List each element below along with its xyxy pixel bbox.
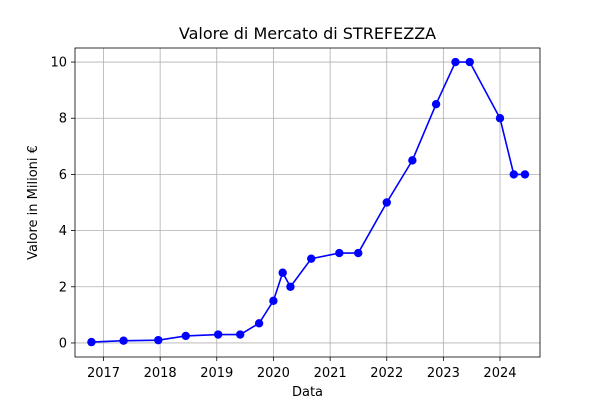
data-point-marker [382,198,391,207]
data-point-marker [286,282,295,291]
x-tick-label: 2018 [144,366,177,381]
x-tick-label: 2022 [370,366,403,381]
x-axis-label: Data [292,385,323,400]
axis-ticks: 2017 2018 2019 2020 2021 2022 2023 2024 0 2 4 6 8 10 [50,56,516,381]
data-point-marker [335,248,344,258]
data-point-marker [307,254,316,263]
data-point-marker [465,57,474,67]
data-point-marker [431,99,441,109]
y-tick-label: 10 [50,56,67,71]
y-tick-label: 6 [59,168,67,183]
y-tick-label: 4 [59,224,67,239]
data-point-marker [269,296,278,306]
x-tick-label: 2021 [314,366,347,381]
data-point-marker [354,248,363,258]
data-point-marker [451,57,460,67]
x-tick-label: 2023 [427,366,460,381]
data-point-marker [181,331,190,341]
data-point-marker [520,170,530,179]
series-market-value [87,57,530,347]
data-point-marker [119,336,128,345]
data-point-marker [495,114,505,123]
data-point-marker [254,319,264,328]
chart-title: Valore di Mercato di STREFEZZA [179,24,436,43]
y-tick-label: 2 [59,280,67,295]
plot-area-frame [74,47,541,358]
grid [75,48,540,357]
y-tick-label: 0 [59,336,67,351]
x-tick-label: 2020 [257,366,290,381]
data-point-marker [87,337,96,347]
data-point-marker [509,170,518,179]
x-tick-label: 2019 [200,366,233,381]
y-axis-label: Valore in Milioni € [26,145,41,260]
data-point-marker [235,330,245,339]
x-tick-label: 2017 [87,366,120,381]
data-point-marker [408,156,417,165]
data-point-marker [213,330,223,339]
data-point-marker [154,335,163,345]
data-point-marker [278,268,287,277]
y-tick-label: 8 [59,112,67,127]
x-tick-label: 2024 [483,366,516,381]
